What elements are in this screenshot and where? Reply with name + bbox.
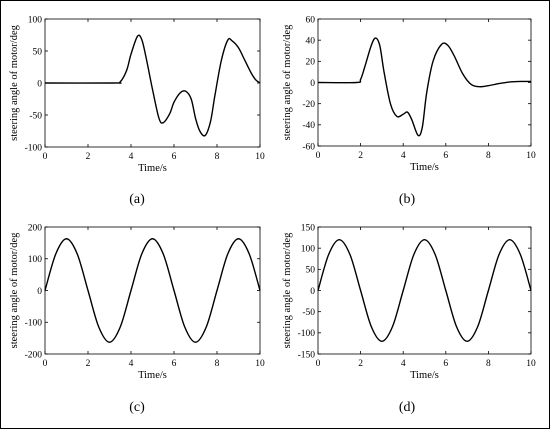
x-tick-label: 0 (43, 359, 48, 369)
y-axis-label: steering angle of motor/deg (282, 232, 293, 349)
series-line (44, 34, 261, 137)
y-tick-label: -50 (302, 308, 315, 318)
x-tick-label: 10 (255, 359, 265, 369)
x-tick-label: 2 (358, 359, 363, 369)
y-tick-label: 0 (37, 79, 42, 89)
y-tick-label: -40 (302, 121, 315, 131)
y-tick-label: 0 (310, 79, 315, 89)
y-tick-label: -60 (302, 142, 315, 152)
x-tick-label: 8 (486, 359, 491, 369)
x-tick-label: 10 (526, 359, 536, 369)
panel-caption: (d) (399, 400, 416, 415)
panel: 0 2 4 6 8 10 -60 -40 -20 0 20 40 60 Time/s steering an… (282, 15, 536, 207)
y-tick-label: 100 (28, 15, 43, 25)
x-tick-label: 8 (215, 152, 220, 162)
panel-caption: (c) (129, 400, 145, 415)
x-tick-label: 0 (316, 359, 321, 369)
y-tick-label: -50 (29, 111, 42, 121)
y-tick-label: 60 (306, 15, 316, 25)
series-line (44, 238, 261, 343)
y-tick-label: -200 (25, 350, 43, 360)
y-axis-label: steering angle of motor/deg (9, 232, 20, 349)
x-tick-label: 0 (43, 152, 48, 162)
x-tick-label: 4 (129, 152, 134, 162)
y-tick-label: 50 (33, 47, 43, 57)
x-tick-label: 6 (172, 152, 177, 162)
panel: 0 2 4 6 8 10 -200 -100 0 100 200 Time/s steering ang… (9, 223, 265, 415)
x-axis-label: Time/s (410, 162, 439, 173)
x-tick-label: 8 (486, 151, 491, 161)
y-tick-label: -100 (298, 329, 316, 339)
y-tick-label: 100 (28, 255, 43, 265)
y-tick-label: -150 (298, 350, 316, 360)
x-tick-label: 6 (443, 359, 448, 369)
y-tick-label: 0 (37, 287, 42, 297)
x-tick-label: 0 (316, 151, 321, 161)
y-tick-label: -100 (25, 319, 43, 329)
y-tick-label: 0 (310, 287, 315, 297)
y-tick-label: 40 (306, 36, 316, 46)
panel: 0 2 4 6 8 10 -100 -50 0 50 100 Time/s steering angle… (9, 15, 265, 207)
panel-caption: (a) (129, 192, 145, 207)
x-tick-label: 2 (358, 151, 363, 161)
x-tick-label: 10 (255, 152, 265, 162)
x-tick-label: 4 (401, 151, 406, 161)
y-tick-label: 150 (301, 223, 316, 233)
y-tick-label: 100 (301, 244, 316, 254)
y-axis-label: steering angle of motor/deg (9, 24, 20, 141)
x-tick-label: 6 (443, 151, 448, 161)
panel-caption: (b) (399, 192, 416, 207)
y-tick-label: -100 (25, 143, 43, 153)
series-line (317, 239, 532, 342)
y-tick-label: 50 (306, 266, 316, 276)
x-tick-label: 4 (129, 359, 134, 369)
x-tick-label: 6 (172, 359, 177, 369)
x-tick-label: 8 (215, 359, 220, 369)
x-tick-label: 4 (401, 359, 406, 369)
series-line (317, 37, 532, 137)
x-axis-label: Time/s (410, 370, 439, 381)
x-tick-label: 2 (86, 152, 91, 162)
y-tick-label: 20 (306, 58, 316, 68)
x-tick-label: 2 (86, 359, 91, 369)
panel: 0 2 4 6 8 10 -150 -100 -50 0 50 100 150 Time/s steerin… (282, 223, 536, 415)
x-axis-label: Time/s (138, 163, 167, 174)
y-axis-label: steering angle of motor/deg (282, 24, 293, 141)
y-tick-label: 200 (28, 223, 43, 233)
x-tick-label: 10 (526, 151, 536, 161)
y-tick-label: -20 (302, 100, 315, 110)
x-axis-label: Time/s (138, 370, 167, 381)
